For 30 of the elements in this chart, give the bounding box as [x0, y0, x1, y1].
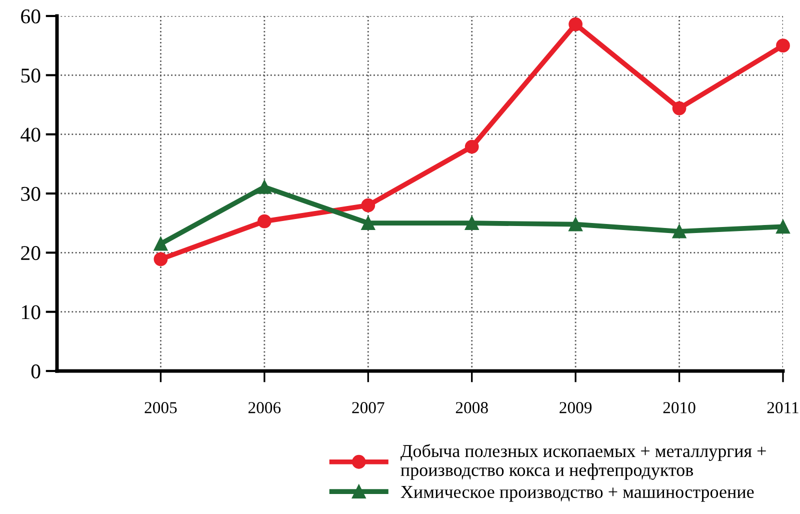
- y-tick-label: 20: [21, 246, 40, 260]
- x-tick-label: 2011: [767, 402, 798, 414]
- point: [776, 220, 790, 234]
- point: [464, 216, 479, 230]
- y-tick-label: 40: [20, 128, 40, 142]
- y-tick-label: 30: [21, 186, 40, 201]
- point: [672, 224, 686, 238]
- legend-label: Добыча полезных ископаемых + металлургия + производство кокса и нефтепродуктов: [400, 444, 766, 480]
- point: [361, 216, 376, 230]
- x-tick-label: 2007: [352, 402, 384, 414]
- x-tick-label: 2009: [560, 402, 592, 414]
- point: [464, 140, 479, 154]
- point: [154, 252, 168, 266]
- x-tick-label: 2005: [144, 402, 177, 414]
- point: [776, 38, 790, 53]
- y-tick-label: 50: [21, 68, 40, 83]
- point: [361, 198, 376, 212]
- point: [672, 101, 686, 116]
- legend-label: Химическое производство + машиностроение: [400, 486, 754, 502]
- point: [257, 214, 272, 228]
- x-tick-label: 2010: [663, 402, 696, 414]
- y-tick-label: 0: [31, 364, 40, 378]
- point: [568, 17, 583, 32]
- x-tick-label: 2006: [248, 402, 281, 414]
- point: [257, 180, 272, 194]
- point: [154, 236, 168, 251]
- x-tick-label: 2008: [456, 402, 488, 414]
- point: [568, 217, 583, 232]
- y-tick-label: 10: [22, 305, 40, 320]
- y-tick-label: 60: [21, 9, 40, 24]
